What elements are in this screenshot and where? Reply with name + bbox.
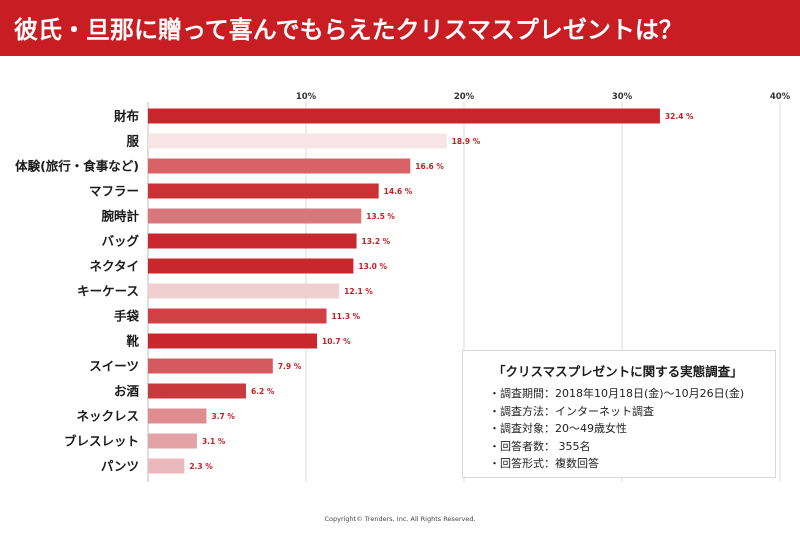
bar	[148, 108, 660, 124]
category-label: 腕時計	[101, 209, 139, 224]
value-label: 13.5 %	[366, 212, 395, 221]
category-label: ネクタイ	[89, 259, 139, 274]
survey-answer-format: 回答形式：複数回答	[489, 455, 744, 473]
category-label: 靴	[126, 334, 139, 349]
value-label: 14.6 %	[384, 187, 413, 196]
copyright: Copyright© Trenders, Inc. All Rights Res…	[324, 515, 476, 523]
bar	[148, 283, 340, 299]
bar-layer	[148, 108, 660, 474]
survey-period: 調査期間：2018年10月18日(金)〜10月26日(金)	[489, 385, 744, 403]
value-label-layer: 32.4 % 18.9 % 16.6 % 14.6 % 13.5 % 13.2 % 13.0…	[189, 112, 694, 471]
page-title: 彼氏・旦那に贈って喜んでもらえたクリスマスプレゼントは？	[14, 16, 683, 44]
value-label: 16.6 %	[415, 162, 444, 171]
category-label: 服	[126, 134, 139, 149]
category-label: キーケース	[77, 284, 139, 299]
survey-method: 調査方法：インターネット調査	[489, 403, 744, 421]
value-label: 18.9 %	[452, 137, 481, 146]
tick-label: 30%	[612, 92, 633, 102]
bar	[148, 133, 447, 149]
value-label: 7.9 %	[278, 362, 302, 371]
category-label: ネックレス	[76, 409, 139, 424]
value-label: 10.7 %	[322, 337, 351, 346]
tick-label: 40%	[770, 92, 791, 102]
value-label: 11.3 %	[332, 312, 361, 321]
category-label: 体験(旅行・食事など)	[15, 159, 139, 174]
category-label: 手袋	[114, 309, 140, 324]
bar	[148, 208, 362, 224]
category-label: マフラー	[89, 184, 139, 199]
survey-title: 「クリスマスプレゼントに関する実態調査」	[493, 364, 743, 379]
bar	[148, 383, 246, 399]
category-label: パンツ	[101, 459, 139, 474]
bar	[148, 258, 354, 274]
bar	[148, 358, 273, 374]
survey-target: 調査対象：20〜49歳女性	[489, 420, 744, 438]
tick-label-layer: 10% 20% 30% 40%	[296, 92, 791, 102]
bar	[148, 233, 357, 249]
survey-details: 調査期間：2018年10月18日(金)〜10月26日(金) 調査方法：インターネ…	[489, 385, 744, 473]
survey-info-box: 「クリスマスプレゼントに関する実態調査」 調査期間：2018年10月18日(金)…	[462, 350, 776, 478]
category-label: お酒	[114, 384, 140, 399]
category-label: スイーツ	[89, 359, 139, 374]
category-label: 財布	[113, 109, 140, 124]
value-label: 2.3 %	[189, 462, 213, 471]
tick-label: 10%	[296, 92, 317, 102]
tick-label: 20%	[454, 92, 475, 102]
bar	[148, 408, 207, 424]
category-label: バッグ	[101, 234, 139, 249]
bar	[148, 183, 379, 199]
bar	[148, 333, 318, 349]
value-label: 3.7 %	[211, 412, 235, 421]
value-label: 12.1 %	[344, 287, 373, 296]
value-label: 32.4 %	[665, 112, 694, 121]
bar	[148, 158, 411, 174]
survey-respondents: 回答者数： 355名	[489, 438, 744, 456]
value-label: 13.0 %	[358, 262, 387, 271]
value-label: 3.1 %	[202, 437, 226, 446]
bar	[148, 458, 185, 474]
bar	[148, 433, 197, 449]
bar	[148, 308, 327, 324]
value-label: 6.2 %	[251, 387, 275, 396]
category-label: ブレスレット	[64, 434, 139, 449]
value-label: 13.2 %	[362, 237, 391, 246]
title-bar: 彼氏・旦那に贈って喜んでもらえたクリスマスプレゼントは？	[0, 0, 800, 56]
